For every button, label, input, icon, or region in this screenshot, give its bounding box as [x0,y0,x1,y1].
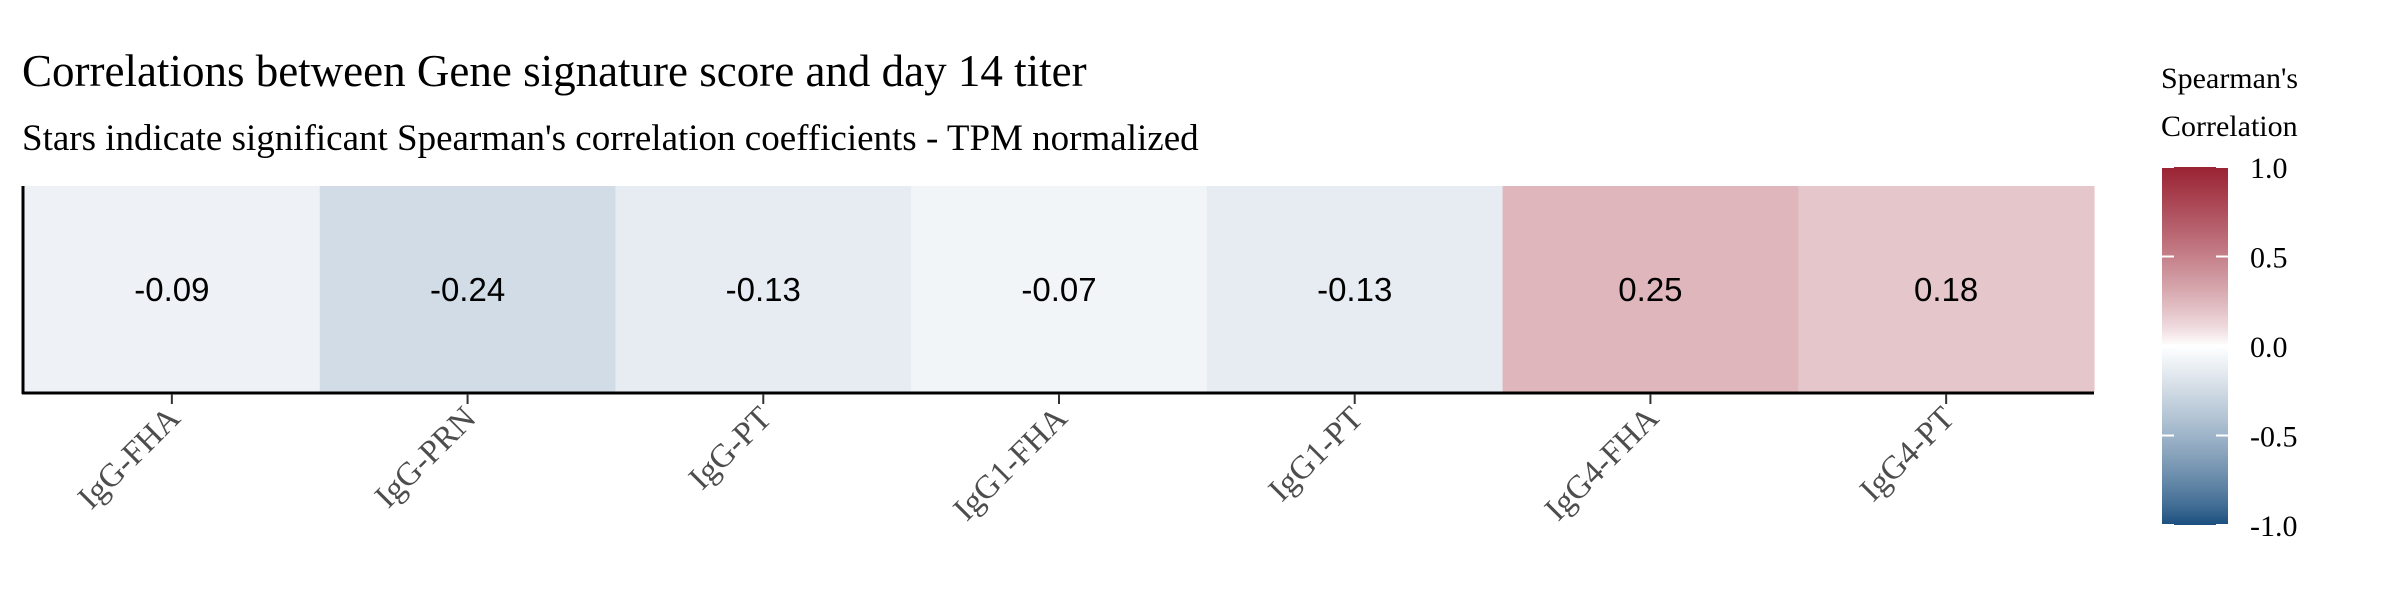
heatmap-cell-igg-prn [319,186,617,392]
cell-value-label: 0.25 [1618,271,1682,308]
cell-value-label: -0.24 [430,271,505,308]
legend-title-line1: Spearman's [2161,62,2298,95]
heatmap-cell-igg4-pt [1798,186,2095,392]
heatmap-cell-igg-pt [615,186,912,392]
cell-value-label: -0.13 [1317,271,1392,308]
x-tick-label: IgG1-FHA [947,400,1075,528]
heatmap-cell-igg1-pt [1206,186,1504,392]
cell-value-label: -0.13 [726,271,801,308]
x-tick-label: IgG-PT [682,400,779,497]
color-legend: Spearman's Correlation 1.0 0.5 0.0 -0.5 -1.0 [2161,62,2298,543]
legend-tick-label: 0.0 [2250,331,2288,364]
legend-tick-label: 1.0 [2250,152,2288,185]
legend-tick-label: -1.0 [2250,510,2298,543]
x-tick-label: IgG-PRN [368,400,483,515]
cell-value-label: 0.18 [1914,271,1978,308]
x-tick-label: IgG4-FHA [1538,400,1666,528]
legend-tick-label: 0.5 [2250,242,2288,275]
legend-title-line2: Correlation [2161,110,2298,143]
heatmap-cell-igg4-fha [1502,186,1799,392]
heatmap-cells: -0.09 -0.24 -0.13 -0.07 -0.13 0.25 0.18 [24,186,2095,392]
cell-value-label: -0.09 [134,271,209,308]
heatmap-cell-igg-fha [24,186,321,392]
heatmap-cell-igg1-fha [911,186,1208,392]
x-tick-label: IgG4-PT [1853,400,1961,508]
x-ticks: IgG-FHA IgG-PRN IgG-PT IgG1-FHA IgG1-PT IgG4-… [71,394,1962,528]
legend-ticks: 1.0 0.5 0.0 -0.5 -1.0 [2162,152,2298,543]
x-tick-label: IgG1-PT [1262,400,1370,508]
x-tick-label: IgG-FHA [71,400,187,516]
cell-value-label: -0.07 [1021,271,1096,308]
axes [21,186,2094,395]
legend-tick-label: -0.5 [2250,421,2298,454]
chart-subtitle: Stars indicate significant Spearman's co… [22,118,1199,159]
chart-title: Correlations between Gene signature scor… [22,46,1087,96]
